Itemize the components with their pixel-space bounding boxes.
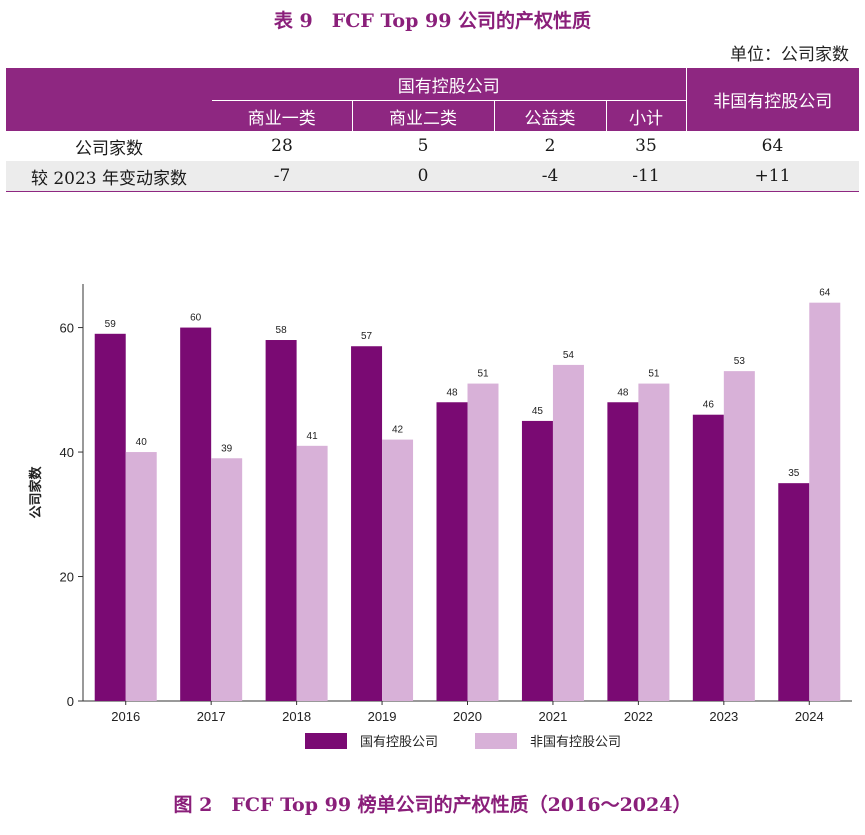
state-owned-header: 国有控股公司	[212, 68, 686, 101]
data-label: 42	[392, 425, 404, 436]
y-tick-label: 60	[60, 321, 74, 336]
bar-non-state	[467, 383, 499, 701]
data-label: 39	[221, 443, 233, 454]
data-label: 48	[446, 387, 458, 398]
x-tick-label: 2018	[282, 709, 311, 724]
bar-non-state	[552, 364, 584, 701]
non-state-header: 非国有控股公司	[685, 68, 859, 131]
table-row: 较 2023 年变动家数 -7 0 -4 -11 +11	[6, 161, 859, 192]
data-label: 48	[617, 387, 629, 398]
bar-non-state	[125, 452, 157, 701]
data-label: 57	[361, 331, 373, 342]
bar-non-state	[723, 371, 755, 701]
table-corner	[6, 68, 212, 131]
table-cell: +11	[686, 161, 859, 192]
bar-state-owned	[94, 333, 126, 701]
bar-state-owned	[351, 346, 383, 701]
sub-header: 商业一类	[212, 100, 352, 131]
table-cell: -4	[494, 161, 606, 192]
table-cell: 5	[417, 136, 429, 156]
sub-header: 小计	[605, 100, 686, 131]
ownership-table: 国有控股公司 非国有控股公司 商业一类 商业二类 公益类 小计 公司家数 28 …	[6, 68, 859, 192]
x-tick-label: 2019	[368, 709, 397, 724]
table-unit: 单位：公司家数	[730, 45, 849, 65]
data-label: 35	[788, 468, 800, 479]
x-tick-label: 2017	[197, 709, 226, 724]
table-cell: -11	[606, 161, 686, 192]
bar-non-state	[296, 445, 328, 701]
x-tick-label: 2021	[538, 709, 567, 724]
x-tick-label: 2023	[709, 709, 738, 724]
x-tick-label: 2016	[111, 709, 140, 724]
data-label: 46	[703, 400, 715, 411]
legend-swatch	[305, 733, 347, 749]
table-cell: -7	[212, 161, 352, 192]
table-cell: 0	[352, 161, 494, 192]
x-tick-label: 2020	[453, 709, 482, 724]
bar-state-owned	[265, 340, 297, 701]
data-label: 64	[819, 288, 831, 299]
bar-state-owned	[180, 327, 212, 701]
data-label: 58	[276, 325, 288, 336]
figure-caption: 图 2 FCF Top 99 榜单公司的产权性质（2016～2024）	[173, 794, 692, 816]
data-label: 45	[532, 406, 544, 417]
x-tick-label: 2024	[795, 709, 824, 724]
bar-state-owned	[521, 420, 553, 701]
table-cell: 64	[761, 136, 784, 156]
bar-non-state	[382, 439, 414, 701]
data-label: 40	[136, 437, 148, 448]
x-tick-label: 2022	[624, 709, 653, 724]
bar-non-state	[211, 458, 243, 701]
bar-state-owned	[607, 402, 639, 701]
data-label: 59	[105, 319, 117, 330]
data-label: 53	[734, 356, 746, 367]
table-cell: 28	[271, 136, 293, 156]
data-label: 54	[563, 350, 575, 361]
row-label: 较 2023 年变动家数	[6, 161, 212, 192]
y-tick-label: 0	[67, 694, 74, 709]
bar-state-owned	[436, 402, 468, 701]
table-cell: 35	[635, 136, 657, 156]
bar-state-owned	[778, 483, 810, 701]
legend-label: 国有控股公司	[360, 734, 438, 749]
ownership-bar-chart: 0 20 40 60 公司家数 59 40 2016 60 39 2017 58 41 2018 57 42 2…	[28, 284, 852, 749]
data-label: 41	[307, 431, 319, 442]
y-axis-label: 公司家数	[28, 466, 43, 519]
bar-non-state	[809, 302, 841, 701]
data-label: 51	[648, 369, 660, 380]
sub-header: 公益类	[493, 100, 606, 131]
table-title: 表 9 FCF Top 99 公司的产权性质	[273, 10, 592, 32]
table-row: 公司家数 28 5 2 35 64	[6, 131, 859, 161]
y-tick-label: 20	[60, 570, 74, 585]
bar-non-state	[638, 383, 670, 701]
legend-label: 非国有控股公司	[530, 734, 621, 749]
data-label: 51	[477, 369, 489, 380]
data-label: 60	[190, 313, 202, 324]
row-label: 公司家数	[75, 138, 143, 159]
legend-swatch	[475, 733, 517, 749]
y-tick-label: 40	[60, 445, 74, 460]
table-cell: 2	[544, 136, 556, 156]
sub-header: 商业二类	[351, 100, 494, 131]
bar-state-owned	[692, 414, 724, 701]
